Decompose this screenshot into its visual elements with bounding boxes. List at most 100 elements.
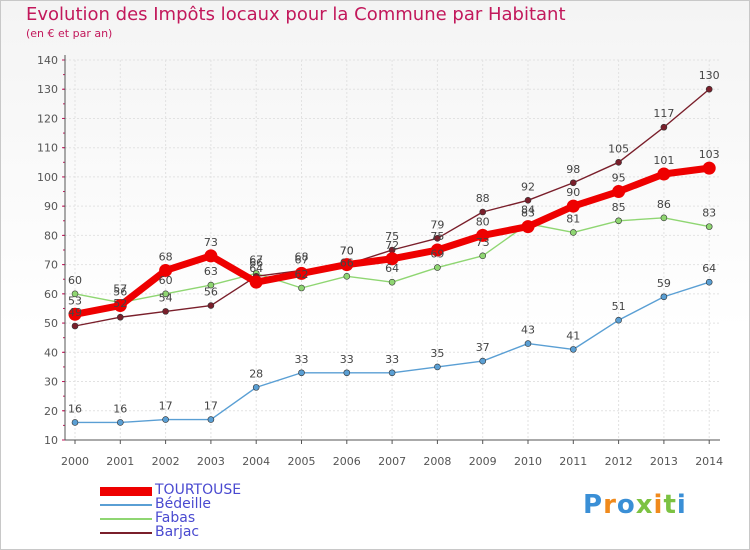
- y-tick-label: 70: [44, 259, 58, 272]
- data-label-fabas: 60: [68, 274, 82, 287]
- legend-item-bedeille: Bédeille: [100, 496, 320, 512]
- legend-label-bedeille: Bédeille: [155, 496, 211, 512]
- point-barjac: [434, 235, 441, 242]
- series-tourtouse: [68, 161, 716, 321]
- data-label-bedeille: 33: [340, 353, 354, 366]
- data-label-bedeille: 41: [566, 329, 580, 342]
- x-tick-label: 2002: [152, 455, 180, 468]
- data-label-tourtouse: 67: [295, 253, 309, 266]
- logo-letter: r: [603, 490, 617, 520]
- data-label-bedeille: 16: [113, 402, 127, 415]
- data-label-fabas: 57: [113, 283, 127, 296]
- x-tick-label: 2006: [333, 455, 361, 468]
- point-bedeille: [343, 369, 351, 377]
- data-label-fabas: 86: [657, 198, 671, 211]
- y-tick-label: 50: [44, 317, 58, 330]
- data-label-barjac: 49: [68, 306, 82, 319]
- x-tick-label: 2014: [695, 455, 723, 468]
- logo-letter: o: [616, 490, 636, 520]
- point-barjac: [660, 123, 668, 131]
- legend-swatch-fabas: [100, 518, 152, 520]
- point-tourtouse: [159, 263, 173, 277]
- data-label-tourtouse: 83: [521, 207, 535, 220]
- data-label-bedeille: 35: [430, 347, 444, 360]
- point-tourtouse: [521, 220, 535, 234]
- y-tick-label: 30: [44, 376, 58, 389]
- data-label-fabas: 85: [612, 201, 626, 214]
- point-bedeille: [615, 316, 622, 324]
- point-fabas: [660, 214, 668, 222]
- point-barjac: [479, 208, 487, 216]
- legend-label-barjac: Barjac: [155, 524, 200, 540]
- point-barjac: [705, 85, 713, 93]
- y-tick-label: 80: [44, 229, 58, 242]
- point-fabas: [479, 252, 487, 260]
- point-fabas: [705, 223, 713, 230]
- point-tourtouse: [295, 266, 308, 280]
- data-label-barjac: 54: [159, 291, 173, 304]
- point-barjac: [71, 322, 79, 330]
- data-label-barjac: 79: [430, 218, 444, 231]
- data-label-fabas: 69: [430, 248, 444, 261]
- point-tourtouse: [204, 249, 218, 263]
- data-label-tourtouse: 95: [612, 172, 626, 185]
- legend-swatch-bedeille: [100, 504, 152, 506]
- data-label-tourtouse: 80: [476, 215, 490, 228]
- point-bedeille: [117, 419, 124, 426]
- chart-title: Evolution des Impôts locaux pour la Comm…: [26, 4, 566, 25]
- data-label-bedeille: 33: [385, 353, 399, 366]
- point-bedeille: [388, 369, 396, 377]
- y-tick-label: 60: [44, 288, 58, 301]
- point-tourtouse: [702, 161, 716, 175]
- point-bedeille: [252, 384, 260, 391]
- data-label-barjac: 98: [566, 163, 580, 176]
- y-tick-label: 10: [44, 434, 58, 447]
- point-fabas: [71, 290, 79, 298]
- point-fabas: [162, 290, 169, 298]
- x-tick-label: 2012: [605, 455, 633, 468]
- logo-letter: x: [635, 490, 654, 520]
- x-tick-label: 2001: [106, 455, 134, 468]
- y-tick-label: 90: [44, 200, 58, 213]
- legend-swatch-tourtouse: [100, 487, 152, 496]
- point-tourtouse: [340, 258, 354, 272]
- legend: TOURTOUSE Bédeille Fabas Barjac: [100, 482, 320, 540]
- data-label-barjac: 66: [249, 256, 263, 269]
- data-label-tourtouse: 101: [653, 154, 674, 167]
- point-tourtouse: [385, 252, 399, 266]
- point-tourtouse: [566, 199, 580, 213]
- data-label-barjac: 117: [653, 107, 674, 120]
- point-barjac: [569, 179, 577, 187]
- x-tick-label: 2004: [242, 455, 270, 468]
- data-label-fabas: 73: [476, 236, 490, 249]
- point-barjac: [162, 308, 169, 315]
- series-layer: [68, 85, 716, 426]
- series-fabas: [71, 214, 713, 306]
- point-fabas: [569, 229, 577, 236]
- point-tourtouse: [612, 185, 626, 199]
- point-tourtouse: [113, 299, 127, 313]
- point-bedeille: [660, 293, 668, 301]
- point-barjac: [615, 159, 622, 166]
- data-label-fabas: 60: [159, 274, 173, 287]
- point-tourtouse: [657, 167, 671, 181]
- point-tourtouse: [476, 228, 490, 242]
- logo-letter: P: [583, 490, 604, 520]
- data-label-barjac: 88: [476, 192, 490, 205]
- data-label-tourtouse: 75: [430, 230, 444, 243]
- point-fabas: [298, 284, 305, 292]
- data-label-bedeille: 16: [68, 402, 82, 415]
- data-label-bedeille: 43: [521, 324, 535, 337]
- data-label-bedeille: 17: [204, 400, 218, 413]
- point-bedeille: [162, 416, 169, 423]
- point-barjac: [117, 313, 124, 321]
- x-tick-label: 2011: [559, 455, 587, 468]
- point-fabas: [343, 273, 351, 280]
- point-fabas: [434, 264, 441, 271]
- data-label-barjac: 56: [204, 286, 218, 299]
- label-layer: 16 16 17 17 28 33 33 33 35 37 43 41 51 59 64 60 57 60 63 67…: [68, 69, 720, 415]
- data-label-barjac: 130: [699, 69, 720, 82]
- series-bedeille: [71, 278, 713, 426]
- data-label-barjac: 52: [113, 297, 127, 310]
